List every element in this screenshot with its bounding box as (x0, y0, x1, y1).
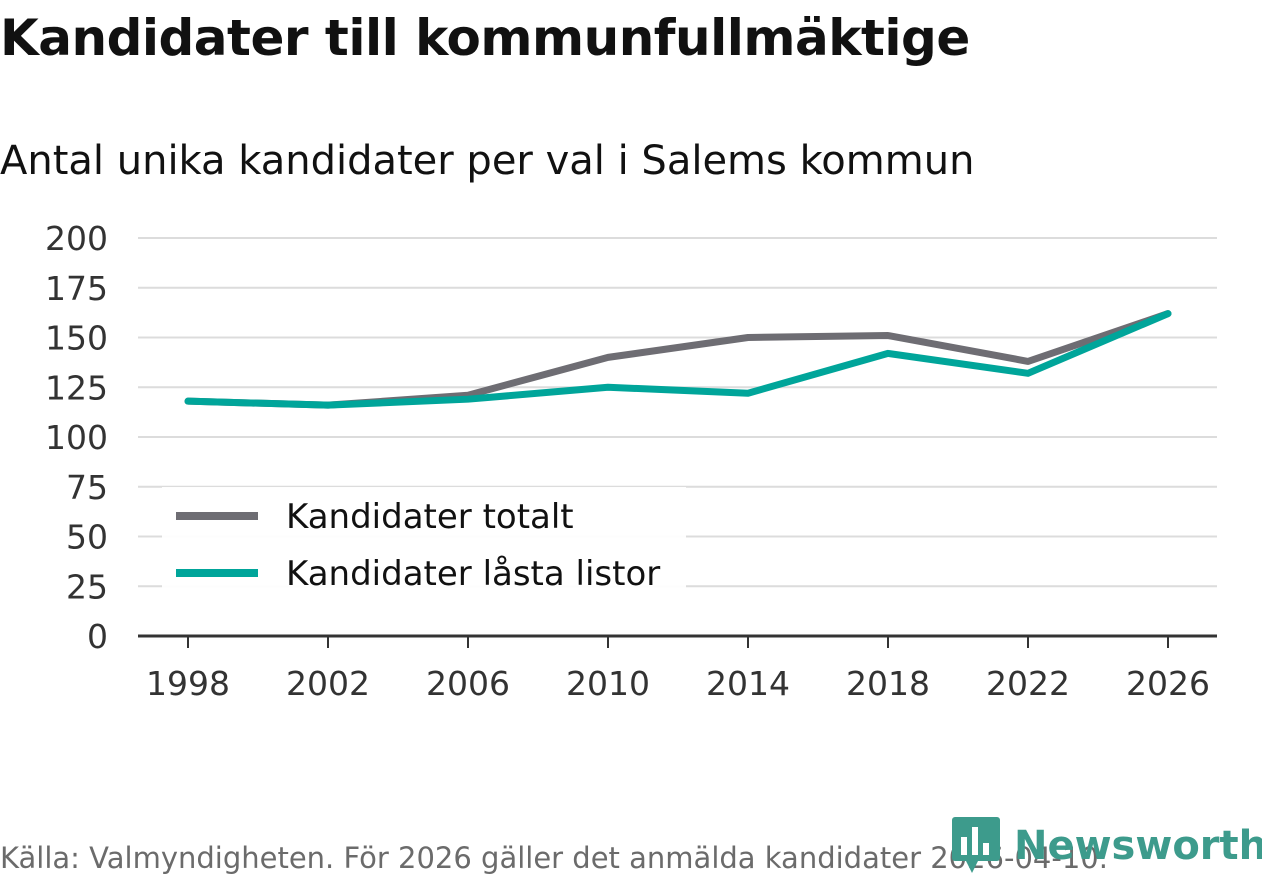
legend-label-2: Kandidater låsta listor (286, 554, 660, 594)
x-tick-label: 2002 (286, 664, 370, 703)
y-axis-ticks: 0 25 50 75 100 125 150 175 200 (45, 219, 108, 656)
x-axis: 1998 2002 2006 2010 2014 2018 2022 2026 (138, 634, 1217, 703)
bar-chart-icon (952, 817, 1000, 873)
series-lines (184, 310, 1172, 409)
y-tick-label: 50 (66, 518, 108, 557)
y-tick-label: 100 (45, 418, 108, 457)
x-tick-label: 2022 (986, 664, 1070, 703)
legend-background (162, 487, 686, 605)
y-tick-label: 200 (45, 219, 108, 258)
x-tick-label: 1998 (146, 664, 230, 703)
y-tick-label: 175 (45, 269, 108, 308)
y-tick-label: 0 (87, 617, 108, 656)
y-tick-label: 150 (45, 319, 108, 358)
y-tick-label: 75 (66, 468, 108, 507)
x-tick-label: 2006 (426, 664, 510, 703)
chart-subtitle: Antal unika kandidater per val i Salems … (0, 138, 975, 184)
x-tick-label: 2018 (846, 664, 930, 703)
brand-logo: Newsworthy (952, 817, 1262, 873)
x-tick-label: 2010 (566, 664, 650, 703)
legend: Kandidater totalt Kandidater låsta listor (162, 487, 686, 605)
series-line-2 (184, 310, 1172, 409)
chart-title: Kandidater till kommunfullmäktige (0, 9, 970, 67)
x-tick-label: 2014 (706, 664, 790, 703)
legend-label-1: Kandidater totalt (286, 497, 574, 537)
x-tick-label: 2026 (1126, 664, 1210, 703)
brand-name: Newsworthy (1014, 823, 1262, 869)
gridlines (138, 237, 1217, 588)
source-note: Källa: Valmyndigheten. För 2026 gäller d… (0, 841, 1108, 875)
y-tick-label: 25 (66, 567, 108, 606)
y-tick-label: 125 (45, 368, 108, 407)
